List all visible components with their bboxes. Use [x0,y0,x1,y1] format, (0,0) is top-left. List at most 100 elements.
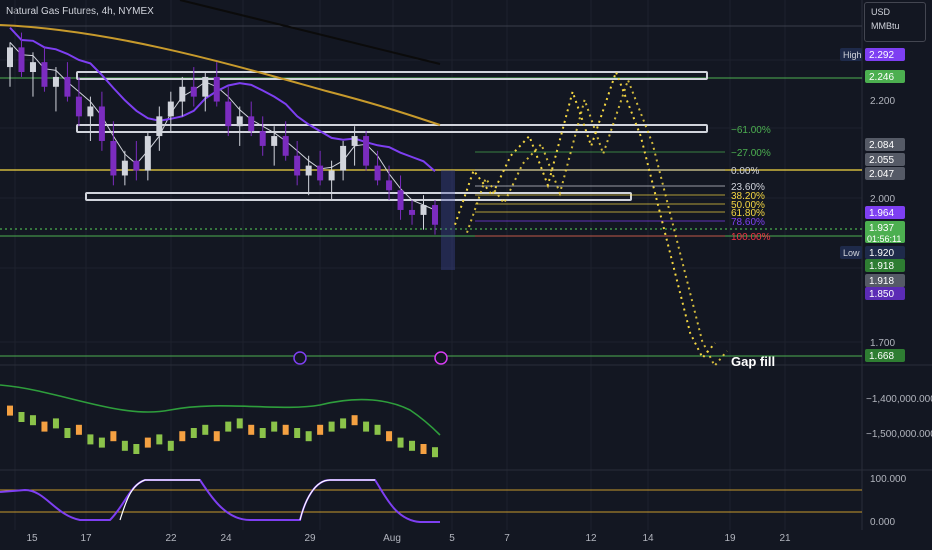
indicator-tick: 0.000 [870,517,895,528]
price-badge [865,221,905,243]
time-tick: 24 [220,533,232,544]
indicator-bar [29,415,36,426]
fib-level-label: 23.60% [731,182,765,193]
candle-body [75,96,82,117]
price-badge [865,70,905,83]
indicator-bar [121,440,128,451]
unit-label[interactable]: MMBtu [871,21,900,31]
indicator-bar [363,421,370,432]
price-badge [865,206,905,219]
candle-body [18,47,25,72]
price-badge [865,138,905,151]
time-tick: 5 [449,533,455,544]
stoch-d-segment [119,479,200,521]
price-badge-value: 1.918 [869,261,894,272]
price-badge-value: 2.047 [869,169,894,180]
time-tick: 19 [724,533,736,544]
zone-rect [76,71,708,80]
time-tick: 22 [165,533,177,544]
price-badge-value: 2.084 [869,140,894,151]
candle-body [110,140,117,176]
price-badge-value: 2.292 [869,50,894,61]
price-axis[interactable]: 2.292 High 2.246 2.084 2.055 2.047 1.964 1.9370… [840,48,905,362]
indicator-bar [386,431,393,442]
volatility-box [441,170,455,270]
indicator-bar [144,437,151,448]
badge-tag [840,246,862,259]
candle-body [363,136,370,166]
indicator-pane-1: −1,400,000.000 −1,500,000.000 [0,384,932,458]
indicator-bar [305,431,312,442]
gap-fill-annotation: Gap fill [731,354,775,369]
symbol-title: Natural Gas Futures, 4h, NYMEX [6,6,154,17]
indicator-bar [167,440,174,451]
fib-level-label: 0.00% [731,166,759,177]
time-axis[interactable]: 15 17 22 24 29 Aug 5 7 12 14 19 21 [26,533,791,544]
indicator-signal-line [0,384,441,436]
candle-body [41,62,48,87]
indicator-bar [213,431,220,442]
price-badge-value: 2.055 [869,155,894,166]
price-badge-value: 1.937 [869,223,894,234]
indicator-bar [271,421,278,432]
split-event-icon [293,351,307,365]
price-badge-value: 1.918 [869,276,894,287]
candle-body [202,76,209,97]
indicator-bar [317,424,324,435]
candle-body [121,160,128,176]
fib-level-label: −27.00% [731,148,771,159]
indicator-bar [351,415,358,426]
price-countdown: 01:56:11 [867,234,901,244]
unit-menu[interactable]: USD MMBtu [864,2,926,42]
price-badge-value: 1.850 [869,289,894,300]
indicator-bar [179,431,186,442]
indicator-bar [133,444,140,454]
time-tick: 7 [504,533,510,544]
candle-body [317,165,324,181]
indicator-bar [110,431,117,442]
indicator-bar [420,444,427,454]
indicator-bar [294,428,301,438]
price-candles [7,32,438,235]
candle-body [236,116,243,127]
price-badge [865,153,905,166]
price-tick: 2.000 [870,194,895,205]
grid-lines [0,0,932,530]
fib-level-label: 38.20% [731,191,765,202]
price-badge-value: 1.668 [869,351,894,362]
ma-slow [0,24,441,126]
candle-body [282,136,289,156]
candle-body [64,76,71,97]
projection-dotted-path-2 [466,77,728,368]
currency-label[interactable]: USD [871,7,891,17]
candle-body [420,205,427,215]
projection-dotted-path [454,69,716,360]
event-markers[interactable] [293,351,448,365]
indicator-bar [374,424,381,435]
stoch-d-segment [299,479,375,521]
candle-body [409,209,416,215]
indicator-bar [98,437,105,448]
indicator-bar [259,428,266,438]
candle-body [156,116,163,137]
indicator-bar [75,424,82,435]
price-tick: 1.700 [870,338,895,349]
price-badge-value: 1.964 [869,208,894,219]
candle-body [190,86,197,97]
candle-body [397,190,404,210]
candle-body [29,62,36,72]
indicator-pane-2: 100.000 0.000 [0,474,907,528]
indicator-bar [409,440,416,451]
indicator-bar [248,424,255,435]
rectangle-zones [76,71,708,270]
indicator-tick: 100.000 [870,474,907,485]
price-badge [865,48,905,61]
candle-body [213,76,220,102]
price-badge [865,259,905,272]
time-tick: 29 [304,533,316,544]
ma-fast [9,42,436,211]
badge-tag [840,48,862,61]
badge-tag-label: Low [843,248,860,258]
zone-rect [76,124,708,133]
